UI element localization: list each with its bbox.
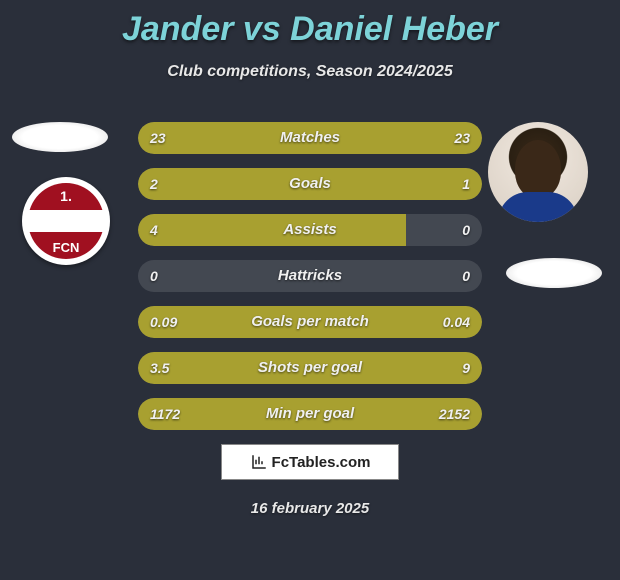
stat-row: 00Hattricks [138, 260, 482, 292]
stat-row: 0.090.04Goals per match [138, 306, 482, 338]
stat-row: 3.59Shots per goal [138, 352, 482, 384]
club-badge-band [28, 210, 104, 232]
stat-label: Shots per goal [138, 352, 482, 384]
club-badge-bot-text: FCN [28, 240, 104, 255]
stat-row: 40Assists [138, 214, 482, 246]
stat-label: Matches [138, 122, 482, 154]
stat-row: 2323Matches [138, 122, 482, 154]
club-badge-top-text: 1. [28, 188, 104, 204]
player-right-club-placeholder [506, 258, 602, 288]
club-badge: 1. FCN [22, 177, 110, 265]
brand-text: FcTables.com [272, 454, 371, 471]
comparison-bars: 2323Matches 21Goals 40Assists 00Hattricks 0.… [138, 122, 482, 444]
subtitle: Club competitions, Season 2024/2025 [0, 63, 620, 81]
stat-row: 11722152Min per goal [138, 398, 482, 430]
stat-label: Hattricks [138, 260, 482, 292]
player-right-avatar [488, 122, 588, 222]
chart-icon [250, 453, 268, 471]
stat-row: 21Goals [138, 168, 482, 200]
stat-label: Goals per match [138, 306, 482, 338]
stat-label: Assists [138, 214, 482, 246]
stat-label: Goals [138, 168, 482, 200]
stat-label: Min per goal [138, 398, 482, 430]
brand-logo[interactable]: FcTables.com [221, 444, 399, 480]
player-left-avatar-placeholder [12, 122, 108, 152]
footer-date: 16 february 2025 [0, 500, 620, 517]
page-title: Jander vs Daniel Heber [0, 0, 620, 49]
